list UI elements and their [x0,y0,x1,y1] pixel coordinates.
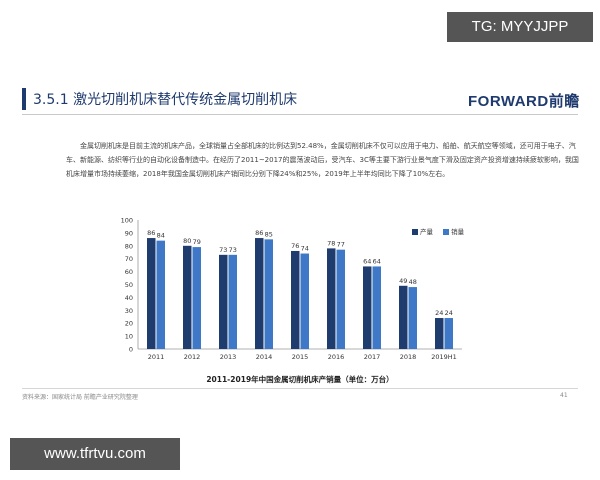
bar-sales [228,254,237,349]
data-label: 79 [193,238,201,246]
x-tick-label: 2018 [400,353,417,361]
data-label: 86 [255,229,263,237]
data-label: 48 [409,278,417,286]
x-tick-label: 2016 [328,353,345,361]
bar-sales [156,240,165,349]
bar-produce [327,248,336,349]
data-label: 24 [445,309,453,317]
data-label: 64 [373,257,381,265]
bar-produce [255,238,264,349]
x-tick-label: 2017 [364,353,381,361]
data-label: 86 [147,229,155,237]
x-tick-label: 2015 [292,353,309,361]
legend-swatch-produce [412,229,418,235]
bar-sales [408,287,417,349]
y-tick-label: 80 [125,242,133,250]
legend-label-sales: 销量 [451,228,465,236]
bar-produce [183,245,192,349]
data-label: 78 [327,239,335,247]
header-accent-bar [22,88,26,110]
header-divider [22,114,578,115]
y-tick-label: 30 [125,307,133,315]
legend-item-produce: 产量 [412,226,433,236]
bar-produce [291,250,300,349]
bar-produce [363,266,372,349]
data-label: 76 [291,242,299,250]
chart-legend: 产量 销量 [412,226,472,236]
x-tick-label: 2011 [148,353,165,361]
bar-sales [336,249,345,349]
legend-label-produce: 产量 [420,228,433,236]
data-label: 73 [219,246,227,254]
data-label: 64 [363,257,371,265]
data-label: 74 [301,245,309,253]
data-label: 85 [265,230,273,238]
legend-item-sales: 销量 [443,226,464,236]
y-tick-label: 60 [125,268,133,276]
data-label: 49 [399,277,407,285]
x-tick-label: 2013 [220,353,237,361]
watermark-bottom: www.tfrtvu.com [10,438,180,470]
x-tick-label: 2019H1 [431,353,457,361]
y-tick-label: 40 [125,294,133,302]
footer-divider [22,388,578,389]
y-tick-label: 10 [125,333,133,341]
x-tick-label: 2012 [184,353,201,361]
data-label: 77 [337,241,345,249]
bar-produce [147,238,156,349]
page-number: 41 [560,392,568,399]
bar-sales [372,266,381,349]
bar-sales [264,239,273,349]
bar-produce [219,254,228,349]
data-label: 80 [183,237,191,245]
y-tick-label: 50 [125,281,133,289]
y-tick-label: 100 [121,217,133,225]
y-tick-label: 20 [125,320,133,328]
chart-title: 2011-2019年中国金属切削机床产销量（单位：万台） [206,375,394,384]
bar-sales [300,253,309,349]
watermark-top: TG: MYYJJPP [447,12,593,42]
source-note: 资料来源：国家统计局 前瞻产业研究院整理 [22,394,138,401]
data-label: 73 [229,246,237,254]
bar-produce [435,318,444,349]
x-tick-label: 2014 [256,353,273,361]
legend-swatch-sales [443,229,450,235]
y-tick-label: 90 [125,229,133,237]
body-paragraph: 金属切削机床是目前主流的机床产品，全球销量占全部机床的比例达到52.48%，金属… [66,142,579,178]
data-label: 84 [157,232,165,240]
y-tick-label: 0 [129,346,133,354]
bar-produce [399,285,408,349]
section-title: 3.5.1 激光切削机床替代传统金属切削机床 [33,92,298,108]
bar-sales [192,247,201,349]
bar-sales [444,318,453,349]
forward-logo: FORWARD前瞻 [468,93,580,110]
y-tick-label: 70 [125,255,133,263]
data-label: 24 [435,309,443,317]
